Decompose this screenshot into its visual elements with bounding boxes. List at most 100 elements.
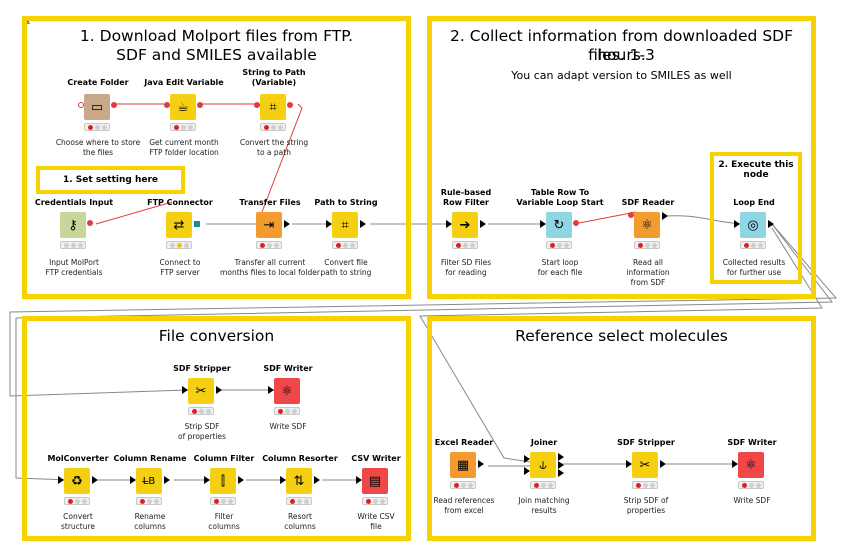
filter-arrow-icon[interactable]: ➔ <box>452 212 478 238</box>
node-desc-1: Strip SDF of <box>623 496 669 505</box>
note-execute-line1: 2. Execute this <box>718 160 794 170</box>
input-port[interactable] <box>164 102 170 108</box>
output-port[interactable] <box>238 476 244 484</box>
input-port[interactable] <box>268 386 274 394</box>
key-icon[interactable]: ⚷ <box>60 212 86 238</box>
output-port-3[interactable] <box>558 469 564 477</box>
node-desc-1: Join matching <box>518 496 570 505</box>
output-port[interactable] <box>478 460 484 468</box>
note-execute-node[interactable]: 2. Execute this node <box>710 152 802 284</box>
output-port[interactable] <box>284 220 290 228</box>
annotation-download[interactable]: 1. Download Molport files from FTP. SDF … <box>22 16 411 299</box>
output-port[interactable] <box>216 386 222 394</box>
csv-writer-icon[interactable]: ▤ <box>362 468 388 494</box>
output-port[interactable] <box>768 220 774 228</box>
status-indicator <box>740 241 766 249</box>
path-icon[interactable]: ⌗ <box>260 94 286 120</box>
node-desc-2: FTP credentials <box>45 268 103 277</box>
input-port[interactable] <box>540 220 546 228</box>
input-port[interactable] <box>446 220 452 228</box>
output-port[interactable] <box>92 476 98 484</box>
output-port[interactable] <box>111 102 117 108</box>
node-desc-2: path to string <box>320 268 372 277</box>
node-desc-1: Write SDF <box>733 496 771 505</box>
note-set-setting[interactable]: 1. Set setting here <box>36 166 185 194</box>
node-desc-2: FTP server <box>160 268 200 277</box>
excel-icon[interactable]: ▦ <box>450 452 476 478</box>
output-port[interactable] <box>314 476 320 484</box>
output-port[interactable] <box>87 220 93 226</box>
node-desc-2: file <box>370 522 382 531</box>
output-port[interactable] <box>660 460 666 468</box>
output-port-1[interactable] <box>558 453 564 461</box>
status-indicator <box>286 497 312 505</box>
input-port[interactable] <box>626 460 632 468</box>
input-port[interactable] <box>628 212 634 218</box>
sdf-writer-icon[interactable]: ⚛ <box>274 378 300 404</box>
input-port[interactable] <box>356 476 362 484</box>
output-port[interactable] <box>197 102 203 108</box>
rename-icon[interactable]: L̶B <box>136 468 162 494</box>
node-desc-1: Write CSV <box>357 512 395 521</box>
path-string-icon[interactable]: ⌗ <box>332 212 358 238</box>
java-icon[interactable]: ☕ <box>170 94 196 120</box>
annotation-conversion[interactable]: File conversion <box>22 316 411 541</box>
input-port[interactable] <box>182 386 188 394</box>
node-desc-2: columns <box>284 522 316 531</box>
input-port[interactable] <box>130 476 136 484</box>
node-title: Credentials Input <box>34 198 114 207</box>
sdf-reader-icon[interactable]: ⚛ <box>634 212 660 238</box>
node-desc-2: FTP folder location <box>149 148 219 157</box>
node-desc-1: Convert the string <box>239 138 309 147</box>
output-port[interactable] <box>194 221 200 227</box>
node-title-1: Rule-based <box>440 188 492 197</box>
output-port[interactable] <box>287 102 293 108</box>
node-title: Loop End <box>733 198 775 207</box>
stripper-icon[interactable]: ✂ <box>188 378 214 404</box>
transfer-icon[interactable]: ⇥ <box>256 212 282 238</box>
output-port[interactable] <box>360 220 366 228</box>
folder-icon[interactable]: ▭ <box>84 94 110 120</box>
input-port[interactable] <box>326 220 332 228</box>
resorter-icon[interactable]: ⇅ <box>286 468 312 494</box>
status-indicator <box>166 241 192 249</box>
loop-start-icon[interactable]: ↻ <box>546 212 572 238</box>
node-desc-1: Write SDF <box>269 422 307 431</box>
input-port[interactable] <box>204 476 210 484</box>
input-port[interactable] <box>78 102 84 108</box>
annotation-download-title-2: SDF and SMILES available <box>116 46 317 64</box>
node-desc-2: for each file <box>537 268 583 277</box>
sdf-writer-icon[interactable]: ⚛ <box>738 452 764 478</box>
ftp-icon[interactable]: ⇄ <box>166 212 192 238</box>
convert-icon[interactable]: ♻ <box>64 468 90 494</box>
status-indicator <box>188 407 214 415</box>
annotation-download-title-1: 1. Download Molport files from FTP. <box>79 27 354 45</box>
flow-string-to-transfer <box>261 103 303 213</box>
node-title-2: Row Filter <box>443 198 489 207</box>
output-port[interactable] <box>662 212 668 220</box>
output-port[interactable] <box>573 220 579 226</box>
input-port-bottom[interactable] <box>524 467 530 475</box>
stripper-icon[interactable]: ✂ <box>632 452 658 478</box>
input-port[interactable] <box>732 460 738 468</box>
status-indicator <box>530 481 556 489</box>
output-port[interactable] <box>480 220 486 228</box>
input-port[interactable] <box>58 476 64 484</box>
loop-end-icon[interactable]: ◎ <box>740 212 766 238</box>
annotation-reference[interactable]: Reference select molecules <box>427 316 816 541</box>
node-title: Column Resorter <box>262 454 338 463</box>
input-port[interactable] <box>254 102 260 108</box>
output-port-2[interactable] <box>558 461 564 469</box>
node-title: SDF Stripper <box>617 438 675 447</box>
output-port[interactable] <box>164 476 170 484</box>
input-port[interactable] <box>280 476 286 484</box>
input-port[interactable] <box>734 220 740 228</box>
joiner-icon[interactable]: ⫝ <box>530 452 556 478</box>
node-desc-1: Rename <box>134 512 166 521</box>
column-filter-icon[interactable]: ⫿ <box>210 468 236 494</box>
node-desc-1: Get current month <box>149 138 219 147</box>
annotation-collect[interactable]: 2. Collect information from downloaded S… <box>427 16 816 299</box>
input-port-top[interactable] <box>524 455 530 463</box>
status-indicator <box>60 241 86 249</box>
